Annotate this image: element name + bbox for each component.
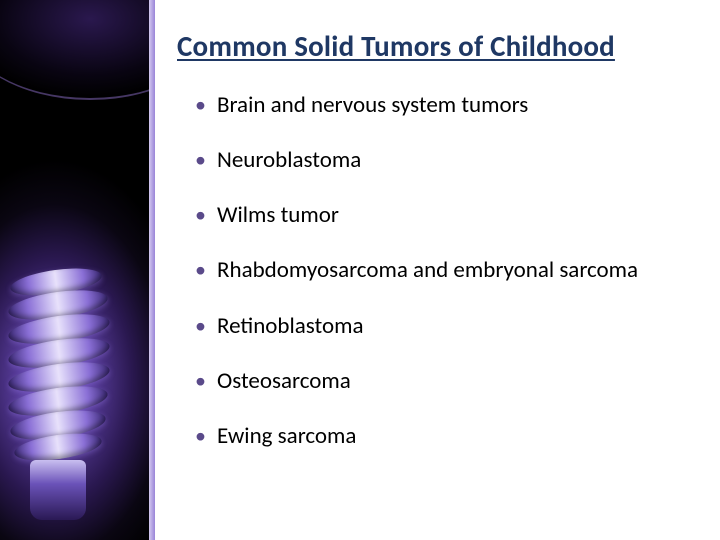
list-item: Neuroblastoma <box>195 147 690 174</box>
top-arc-glow <box>0 0 155 100</box>
left-graphic-panel <box>0 0 155 540</box>
slide-title: Common Solid Tumors of Childhood <box>177 28 690 64</box>
list-item: Brain and nervous system tumors <box>195 92 690 119</box>
cfl-bulb-illustration <box>8 270 118 520</box>
list-item: Retinoblastoma <box>195 313 690 340</box>
list-item: Osteosarcoma <box>195 368 690 395</box>
content-area: Common Solid Tumors of Childhood Brain a… <box>155 0 720 540</box>
list-item: Ewing sarcoma <box>195 423 690 450</box>
list-item: Rhabdomyosarcoma and embryonal sarcoma <box>195 257 690 284</box>
bulb-base <box>30 460 86 520</box>
slide: Common Solid Tumors of Childhood Brain a… <box>0 0 720 540</box>
bullet-list: Brain and nervous system tumors Neurobla… <box>177 92 690 450</box>
list-item: Wilms tumor <box>195 202 690 229</box>
